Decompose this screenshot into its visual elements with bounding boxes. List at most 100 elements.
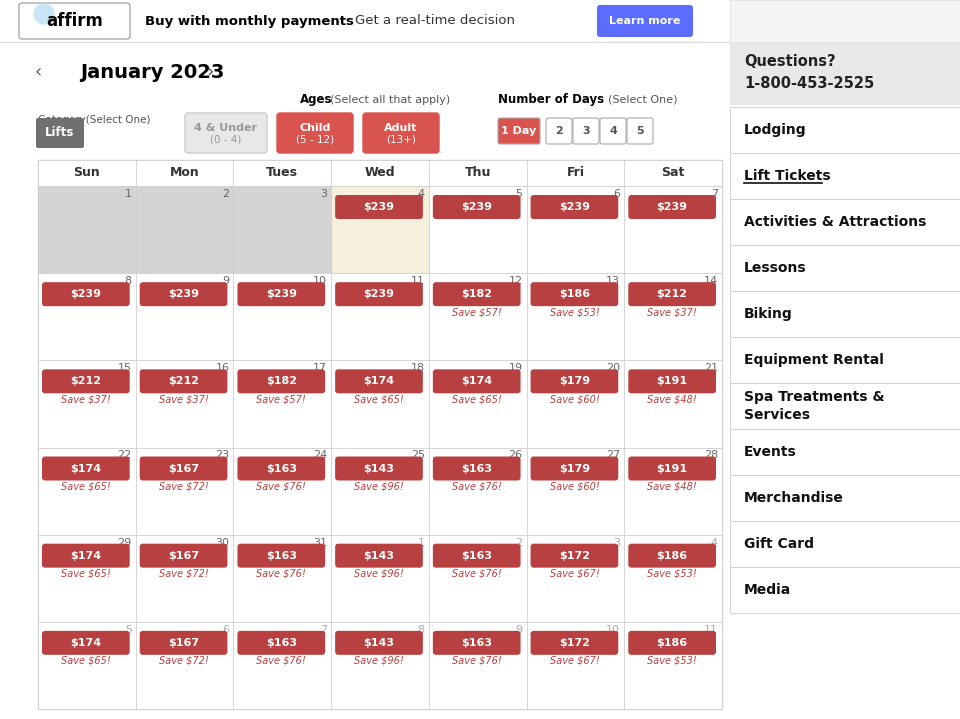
Text: Mon: Mon [170,167,200,180]
Text: 23: 23 [215,451,229,460]
Bar [429,535,527,622]
FancyBboxPatch shape [42,370,130,393]
Text: 6: 6 [613,189,620,199]
Bar [730,153,960,199]
Text: (Select One): (Select One) [608,95,678,105]
Text: $239: $239 [364,202,395,212]
Bar [730,107,960,153]
FancyBboxPatch shape [36,118,84,148]
Text: $212: $212 [70,376,102,386]
Text: 10: 10 [607,625,620,635]
Text: Wed: Wed [365,167,396,180]
Text: 11: 11 [704,625,718,635]
Text: Save $60!: Save $60! [549,394,599,404]
Text: Events: Events [744,445,797,459]
FancyBboxPatch shape [335,370,422,393]
Text: 29: 29 [117,538,132,548]
Text: Lifts: Lifts [45,127,75,139]
Text: 3: 3 [320,189,327,199]
Bar [429,622,527,709]
Bar [38,160,722,709]
Text: 22: 22 [117,451,132,460]
Bar [429,186,527,273]
Text: 1 Day: 1 Day [501,126,537,136]
FancyBboxPatch shape [628,195,716,219]
FancyBboxPatch shape [140,544,228,568]
FancyBboxPatch shape [597,5,693,37]
Text: Save $48!: Save $48! [647,482,697,492]
Text: 3: 3 [613,538,620,548]
Text: Save $76!: Save $76! [452,656,501,666]
Text: Save $72!: Save $72! [158,569,208,579]
Text: Save $67!: Save $67! [549,656,599,666]
Bar [624,447,722,535]
Text: 31: 31 [313,538,327,548]
Text: Tues: Tues [266,167,299,180]
Text: 3: 3 [582,126,589,136]
Text: 20: 20 [606,363,620,373]
FancyBboxPatch shape [42,282,130,306]
FancyBboxPatch shape [42,631,130,655]
Text: 17: 17 [313,363,327,373]
Bar [38,273,135,360]
FancyBboxPatch shape [335,544,422,568]
FancyBboxPatch shape [433,631,520,655]
Bar [624,160,722,186]
Text: Sat: Sat [661,167,684,180]
Text: 25: 25 [411,451,425,460]
Text: Category(Select One): Category(Select One) [38,115,151,125]
Text: Save $72!: Save $72! [158,656,208,666]
FancyBboxPatch shape [433,282,520,306]
Text: 5: 5 [516,189,522,199]
Text: $174: $174 [70,638,102,648]
Text: Services: Services [744,408,810,422]
Bar [331,273,429,360]
Bar [38,360,135,447]
Bar [135,160,233,186]
Text: 24: 24 [313,451,327,460]
Bar [135,186,233,273]
Text: Ages: Ages [300,93,332,106]
Text: $143: $143 [364,551,395,561]
Text: $172: $172 [559,638,590,648]
FancyBboxPatch shape [140,370,228,393]
Text: 13: 13 [607,276,620,286]
Text: January 2023: January 2023 [80,63,225,81]
Bar [331,622,429,709]
Text: 2: 2 [516,538,522,548]
Text: Lessons: Lessons [744,261,806,275]
Text: $191: $191 [657,464,687,474]
Text: (13+): (13+) [386,135,416,145]
Text: $172: $172 [559,551,590,561]
FancyBboxPatch shape [335,631,422,655]
Bar [38,186,135,273]
Text: $182: $182 [266,376,297,386]
Text: 2: 2 [555,126,563,136]
Text: $174: $174 [364,376,395,386]
Bar [135,360,233,447]
Text: Save $76!: Save $76! [452,482,501,492]
Text: 5: 5 [636,126,644,136]
FancyBboxPatch shape [531,544,618,568]
FancyBboxPatch shape [19,3,130,39]
Bar [527,447,624,535]
Bar [730,291,960,337]
Text: $163: $163 [461,638,492,648]
Bar [730,429,960,475]
FancyBboxPatch shape [628,631,716,655]
Bar [730,42,960,105]
Bar [527,273,624,360]
Text: $186: $186 [559,289,590,299]
Text: (5 - 12): (5 - 12) [296,135,334,145]
Bar [527,535,624,622]
Text: $163: $163 [461,464,492,474]
Bar [331,186,429,273]
Bar [233,622,331,709]
Text: Save $96!: Save $96! [354,569,404,579]
Bar [38,160,135,186]
Bar [135,622,233,709]
FancyBboxPatch shape [628,457,716,480]
FancyBboxPatch shape [237,370,325,393]
Text: $212: $212 [168,376,199,386]
Bar [429,160,527,186]
